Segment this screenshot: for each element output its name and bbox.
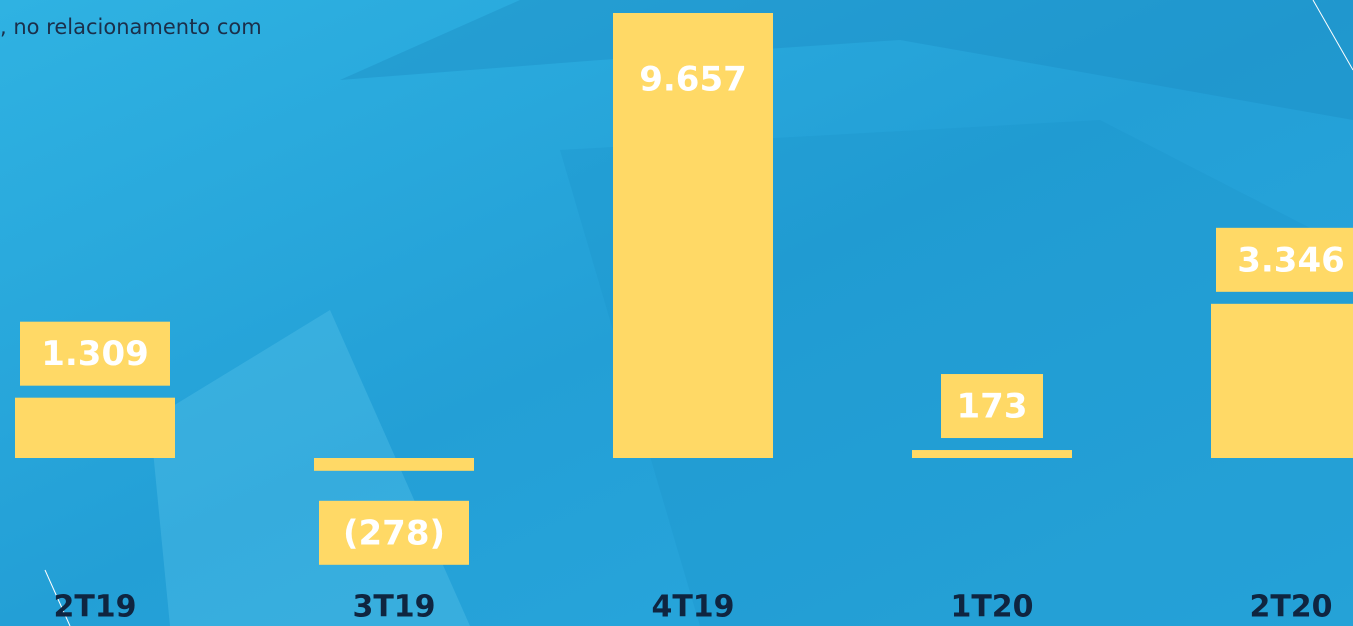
- data-label: 173: [957, 387, 1028, 427]
- decor-line: [44, 569, 71, 626]
- x-tick-label: 2T19: [53, 590, 136, 625]
- data-label: 9.657: [639, 60, 747, 100]
- subtitle: , no relacionamento com: [0, 15, 262, 39]
- x-tick-label: 4T19: [651, 590, 734, 625]
- x-tick-label: 3T19: [352, 590, 435, 625]
- decor-line: [1312, 0, 1353, 71]
- data-label: 3.346: [1237, 240, 1345, 280]
- bar: [912, 450, 1072, 458]
- label-box: [20, 321, 170, 386]
- label-box: [1216, 227, 1353, 292]
- data-label: 1.309: [41, 334, 149, 374]
- building-shape: [340, 0, 1353, 120]
- bar: [1211, 303, 1353, 458]
- bar: [613, 13, 773, 458]
- x-tick-label: 2T20: [1249, 590, 1332, 625]
- label-box: [941, 374, 1043, 439]
- bar: [314, 458, 474, 471]
- bar: [15, 397, 175, 458]
- label-box: [319, 500, 469, 565]
- x-tick-label: 1T20: [950, 590, 1033, 625]
- data-label: (278): [343, 513, 445, 553]
